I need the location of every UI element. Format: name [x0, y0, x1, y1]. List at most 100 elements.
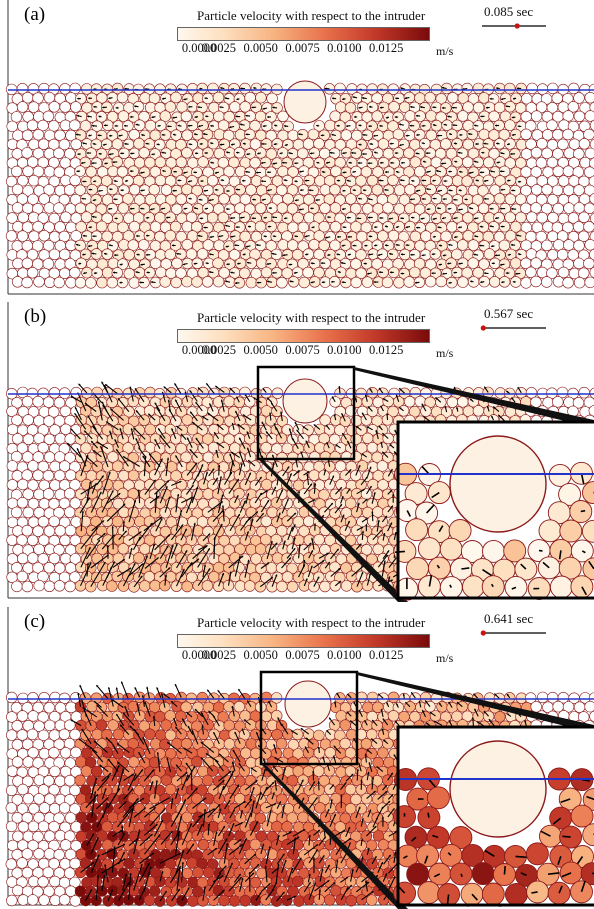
velocity-vector: [144, 479, 157, 495]
particle: [17, 230, 29, 242]
particle: [387, 229, 400, 242]
velocity-arrowhead: [205, 545, 208, 548]
velocity-arrowhead: [188, 180, 191, 183]
velocity-vector: [138, 555, 149, 578]
velocity-arrowhead: [195, 402, 198, 405]
particle: [16, 570, 29, 583]
velocity-arrowhead: [88, 244, 91, 248]
velocity-vector: [102, 561, 116, 586]
particle: [233, 147, 246, 159]
velocity-arrowhead: [443, 179, 446, 183]
velocity-vector: [149, 543, 156, 559]
particle: [74, 277, 87, 289]
velocity-arrowhead: [458, 262, 461, 265]
particle: [207, 137, 220, 150]
particle: [64, 580, 76, 593]
velocity-arrowhead: [336, 548, 339, 551]
velocity-arrowhead: [191, 496, 194, 499]
particle: [478, 92, 490, 104]
particle: [175, 231, 188, 243]
inset-vector: [438, 525, 444, 533]
particle: [11, 720, 23, 732]
velocity-arrowhead: [246, 261, 249, 264]
velocity-vector: [174, 399, 182, 412]
velocity-arrowhead: [182, 568, 185, 571]
velocity-arrowhead: [283, 124, 286, 128]
velocity-arrowhead: [235, 225, 238, 229]
particle: [60, 423, 72, 436]
velocity-arrowhead: [67, 443, 70, 446]
velocity-arrowhead: [105, 384, 108, 387]
particle: [250, 553, 262, 565]
particle: [80, 765, 93, 777]
velocity-arrowhead: [199, 87, 202, 90]
particle: [22, 414, 34, 426]
velocity-arrowhead: [193, 207, 196, 210]
velocity-vector: [79, 562, 92, 587]
particle: [37, 442, 49, 454]
particle: [81, 83, 93, 95]
velocity-arrowhead: [248, 516, 251, 519]
velocity-arrowhead: [337, 271, 340, 274]
particle: [22, 775, 34, 788]
velocity-vector: [307, 565, 313, 578]
velocity-arrowhead: [194, 115, 197, 119]
particle: [138, 239, 150, 251]
velocity-arrowhead: [409, 124, 412, 127]
velocity-arrowhead: [373, 134, 376, 137]
velocity-arrowhead: [326, 425, 329, 428]
velocity-arrowhead: [151, 153, 154, 156]
particle: [38, 691, 50, 704]
velocity-arrowhead: [87, 415, 90, 418]
velocity-vector: [84, 402, 97, 412]
velocity-arrowhead: [216, 424, 219, 427]
velocity-arrowhead: [261, 180, 263, 183]
velocity-arrowhead: [108, 471, 111, 474]
velocity-arrowhead: [237, 262, 240, 265]
velocity-arrowhead: [86, 455, 89, 458]
velocity-arrowhead: [78, 262, 81, 265]
velocity-arrowhead: [506, 390, 509, 393]
particle: [159, 110, 172, 122]
velocity-arrowhead: [199, 469, 202, 472]
velocity-arrowhead: [317, 576, 320, 579]
velocity-vector: [122, 456, 140, 467]
velocity-vector: [291, 537, 296, 550]
particle: [27, 692, 39, 704]
inset-vector: [428, 574, 433, 587]
velocity-vector: [313, 576, 320, 587]
panel-b: (b) Particle velocity with respect to th…: [0, 302, 594, 602]
particle: [525, 387, 538, 399]
particle: [583, 396, 594, 409]
velocity-arrowhead: [493, 406, 496, 409]
particle: [313, 248, 325, 261]
velocity-arrowhead: [431, 272, 434, 275]
time-label: 0.567 sec: [484, 306, 534, 321]
velocity-arrowhead: [238, 555, 241, 558]
velocity-arrowhead: [286, 498, 289, 501]
particle: [42, 258, 55, 270]
velocity-arrowhead: [341, 244, 344, 247]
particle: [488, 221, 500, 233]
particle: [175, 710, 187, 722]
inset-vector: [426, 504, 435, 514]
particle: [275, 432, 288, 445]
velocity-arrowhead: [267, 500, 269, 503]
velocity-arrowhead: [259, 476, 262, 480]
velocity-arrowhead: [93, 271, 96, 275]
particle: [562, 128, 574, 141]
velocity-arrowhead: [448, 243, 451, 246]
velocity-arrowhead: [341, 496, 344, 499]
velocity-vector: [213, 537, 216, 560]
velocity-arrowhead: [76, 114, 79, 117]
particle: [134, 710, 146, 722]
particle: [271, 709, 283, 722]
particle: [260, 691, 273, 704]
velocity-arrowhead: [219, 143, 222, 146]
velocity-arrowhead: [342, 514, 345, 517]
velocity-vector: [181, 496, 194, 504]
particle: [541, 184, 553, 196]
particle: [224, 525, 236, 537]
particle: [159, 579, 171, 592]
particle: [48, 552, 60, 565]
